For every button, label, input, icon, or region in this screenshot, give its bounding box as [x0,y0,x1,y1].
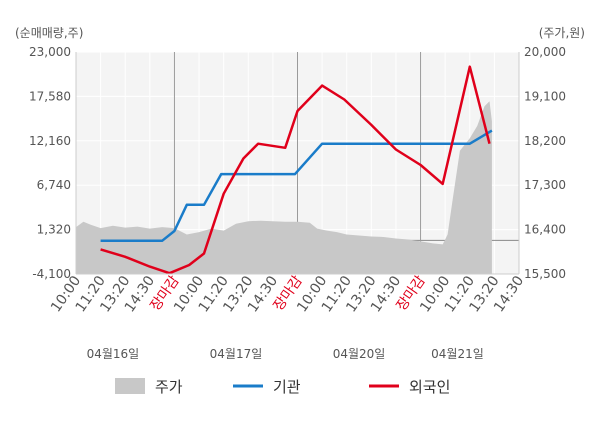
y-right-tick-label: 15,500 [524,267,566,281]
y-left-unit-label: (순매매량,주) [15,26,83,40]
date-label: 04월21일 [431,347,484,361]
y-right-unit-label: (주가,원) [539,26,585,40]
y-right-tick-label: 17,300 [524,178,566,192]
y-left-tick-label: 6,740 [37,178,71,192]
legend-label: 주가 [155,378,183,396]
y-right-tick-label: 19,100 [524,89,566,103]
legend: 주가 기관 외국인 [115,378,450,396]
price-area [76,101,492,274]
date-label: 04월20일 [333,347,386,361]
axes: 23,000 20,000 17,580 19,100 12,160 18,200 6,74… [29,45,566,361]
date-label: 04월17일 [210,347,263,361]
y-left-tick-label: 1,320 [37,223,71,237]
y-left-tick-label: -4,100 [32,267,71,281]
legend-swatch-area [115,378,145,394]
legend-label: 기관 [273,378,301,396]
date-label: 04월16일 [87,347,140,361]
lines [100,65,493,275]
y-right-tick-label: 16,400 [524,223,566,237]
y-right-tick-label: 20,000 [524,45,566,59]
y-left-tick-label: 17,580 [29,89,71,103]
y-left-tick-label: 23,000 [29,45,71,59]
y-left-tick-label: 12,160 [29,134,71,148]
legend-label: 외국인 [409,378,450,396]
y-right-tick-label: 18,200 [524,134,566,148]
price-area-path [76,101,492,274]
series-line-외국인 [100,65,491,275]
series-line-기관 [100,129,493,243]
